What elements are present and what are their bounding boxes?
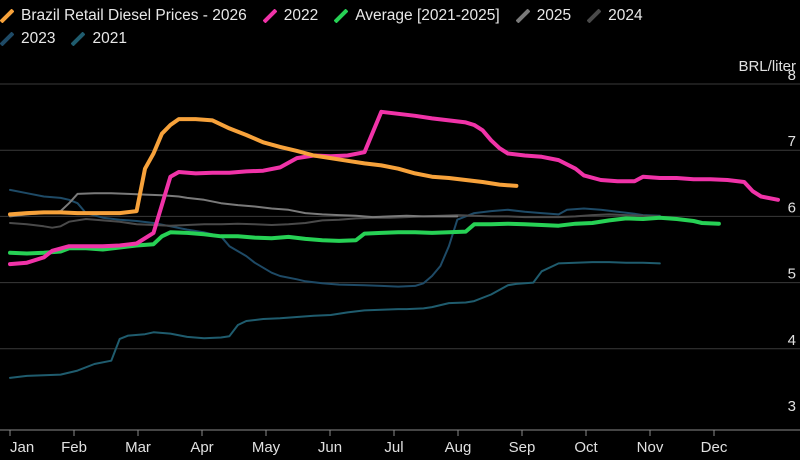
y-tick-label: 7 <box>788 133 796 150</box>
legend-swatch-icon <box>0 8 14 23</box>
y-axis-unit-label: BRL/liter <box>738 58 796 75</box>
legend-swatch-icon <box>262 8 277 23</box>
series-line-2025 <box>9 192 459 219</box>
y-tick-label: 3 <box>788 398 796 415</box>
series-line-average-2021-2025 <box>8 215 721 256</box>
legend-item: Average [2021-2025] <box>334 7 500 25</box>
y-tick-label: 4 <box>788 332 796 349</box>
legend-swatch-icon <box>515 8 530 23</box>
legend-label: 2025 <box>536 6 572 24</box>
y-tick-label: 8 <box>788 67 796 84</box>
x-tick-label: Jul <box>384 439 403 456</box>
x-tick-label: May <box>252 439 281 456</box>
legend-label: 2022 <box>283 6 319 24</box>
x-tick-label: Jun <box>318 439 342 456</box>
x-tick-label: Nov <box>637 439 664 456</box>
chart-legend: Brazil Retail Diesel Prices - 2026 2022 Av… <box>0 4 800 50</box>
legend-item: 2023 <box>0 30 55 48</box>
series-line-2023 <box>9 188 661 288</box>
legend-swatch-icon <box>587 8 602 23</box>
x-tick-label: Dec <box>701 439 728 456</box>
x-tick-label: Apr <box>190 439 213 456</box>
legend-item: 2021 <box>71 29 127 48</box>
legend-label: 2023 <box>21 29 56 47</box>
series-line-brazil-retail-diesel-prices-2026 <box>8 117 519 217</box>
legend-label: Average [2021-2025] <box>355 6 500 24</box>
legend-label: 2021 <box>92 29 127 47</box>
legend-item: Brazil Retail Diesel Prices - 2026 <box>0 7 247 25</box>
series-line-2021 <box>9 261 661 379</box>
legend-row: Brazil Retail Diesel Prices - 2026 2022 Av… <box>0 4 800 27</box>
x-tick-label: Aug <box>445 439 472 456</box>
legend-item: 2025 <box>515 6 572 25</box>
axes: 3 4 5 6 7 8 Jan Feb Mar Apr May Jun Jul Aug Sep Oct Nov D… <box>0 67 800 456</box>
series-line-2024 <box>9 213 661 229</box>
x-tick-label: Sep <box>509 439 536 456</box>
y-tick-label: 5 <box>788 266 796 283</box>
legend-label: Brazil Retail Diesel Prices - 2026 <box>21 6 247 24</box>
legend-label: 2024 <box>608 6 643 24</box>
legend-swatch-icon <box>0 31 14 46</box>
x-tick-label: Jan <box>10 439 34 456</box>
series-lines <box>8 109 780 379</box>
series-line-2022 <box>8 109 780 267</box>
x-tick-label: Oct <box>574 439 598 456</box>
legend-item: 2024 <box>587 6 643 25</box>
legend-swatch-icon <box>334 8 349 23</box>
legend-item: 2022 <box>262 6 319 25</box>
legend-row: 2023 2021 <box>0 27 800 50</box>
legend-swatch-icon <box>71 31 86 46</box>
y-tick-label: 6 <box>788 199 796 216</box>
x-tick-label: Feb <box>61 439 87 456</box>
x-tick-label: Mar <box>125 439 151 456</box>
